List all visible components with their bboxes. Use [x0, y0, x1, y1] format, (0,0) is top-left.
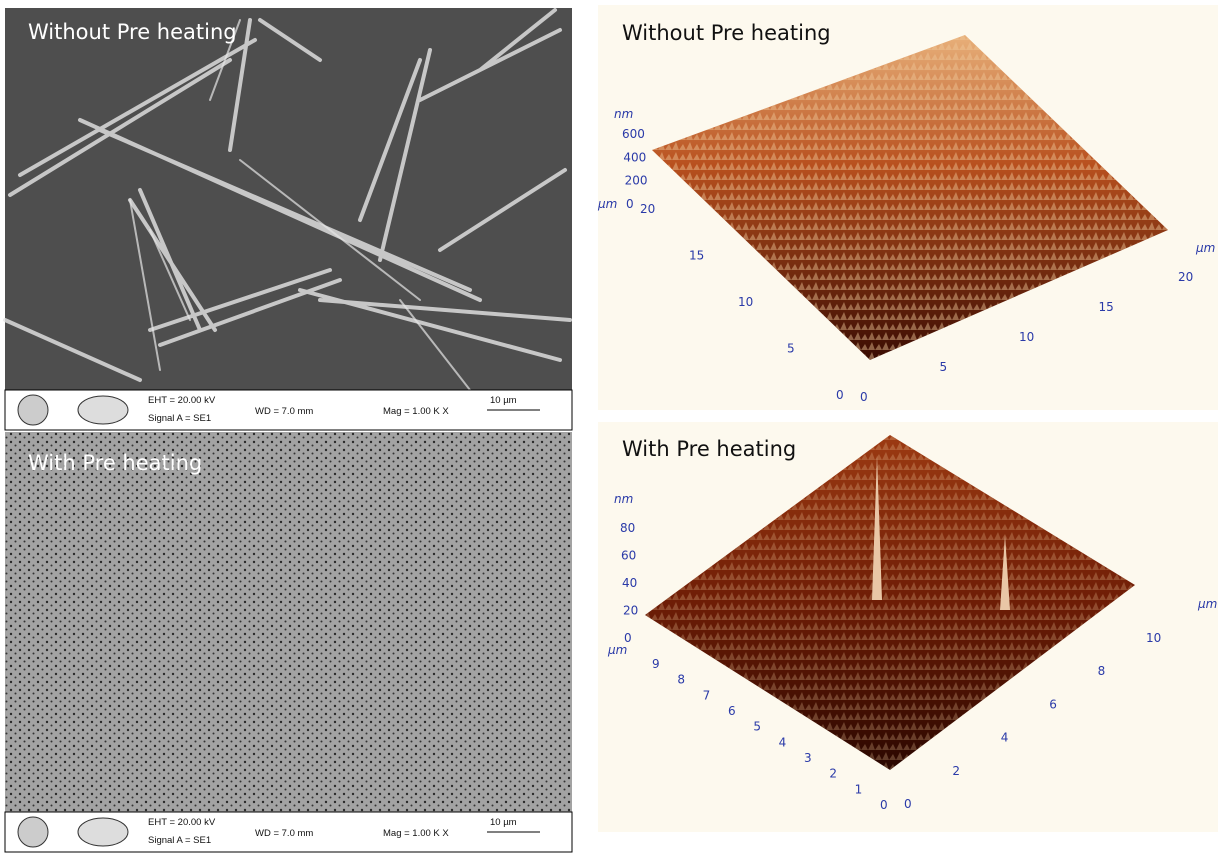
- info-text: 10 µm: [490, 817, 517, 828]
- axis-label: 0: [904, 797, 912, 811]
- axis-label: 7: [703, 688, 711, 702]
- axis-label: 9: [652, 657, 660, 671]
- figure: Without Pre heating EHT = 20.00 kV Signa…: [0, 0, 1223, 854]
- axis-unit: µm: [607, 643, 627, 657]
- axis-label: 8: [677, 673, 685, 687]
- axis-label: 20: [623, 604, 638, 618]
- axis-label: 200: [625, 174, 648, 188]
- info-text: EHT = 20.00 kV: [148, 817, 216, 828]
- axis-label: 10: [1146, 631, 1161, 645]
- axis-label: 400: [623, 150, 646, 164]
- axis-label: 6: [728, 704, 736, 718]
- panel-label: Without Pre heating: [622, 21, 831, 45]
- axis-label: 0: [880, 798, 888, 812]
- panel-label: Without Pre heating: [28, 20, 237, 44]
- logo: [78, 396, 128, 424]
- axis-label: 8: [1098, 664, 1106, 678]
- info-text: Signal A = SE1: [148, 835, 211, 846]
- axis-label: 5: [753, 720, 761, 734]
- axis-label: 600: [622, 127, 645, 141]
- page: {"panels": { "sem_without": {"label": "W…: [0, 0, 1223, 854]
- panel-label: With Pre heating: [28, 451, 202, 475]
- axis-unit: µm: [1195, 241, 1215, 255]
- logo: [78, 818, 128, 846]
- axis-label: 10: [738, 295, 753, 309]
- axis-unit: µm: [597, 197, 617, 211]
- info-text: Mag = 1.00 K X: [383, 828, 449, 839]
- axis-label: 0: [836, 388, 844, 402]
- axis-label: 0: [860, 390, 868, 404]
- logo: [18, 817, 48, 847]
- axis-label: 60: [621, 549, 636, 563]
- axis-label: 15: [689, 249, 704, 263]
- info-text: 10 µm: [490, 395, 517, 406]
- info-text: EHT = 20.00 kV: [148, 395, 216, 406]
- panel-label: With Pre heating: [622, 437, 796, 461]
- axis-unit: µm: [1197, 597, 1217, 611]
- axis-unit: nm: [614, 492, 633, 506]
- axis-label: 15: [1099, 300, 1114, 314]
- axis-unit: nm: [614, 107, 633, 121]
- axis-label: 40: [622, 576, 637, 590]
- axis-label: 20: [640, 202, 655, 216]
- axis-label: 2: [829, 767, 837, 781]
- axis-label: 0: [626, 197, 634, 211]
- info-text: Mag = 1.00 K X: [383, 406, 449, 417]
- axis-label: 80: [620, 521, 635, 535]
- axis-label: 4: [779, 735, 787, 749]
- axis-label: 5: [787, 342, 795, 356]
- axis-label: 4: [1001, 731, 1009, 745]
- axis-label: 3: [804, 751, 812, 765]
- axis-label: 10: [1019, 330, 1034, 344]
- axis-label: 1: [855, 782, 863, 796]
- axis-label: 5: [940, 360, 948, 374]
- sem-image: [5, 432, 572, 812]
- info-text: WD = 7.0 mm: [255, 828, 313, 839]
- axis-label: 0: [624, 631, 632, 645]
- axis-label: 6: [1049, 697, 1057, 711]
- info-text: WD = 7.0 mm: [255, 406, 313, 417]
- axis-label: 20: [1178, 270, 1193, 284]
- axis-label: 2: [952, 764, 960, 778]
- logo: [18, 395, 48, 425]
- info-text: Signal A = SE1: [148, 413, 211, 424]
